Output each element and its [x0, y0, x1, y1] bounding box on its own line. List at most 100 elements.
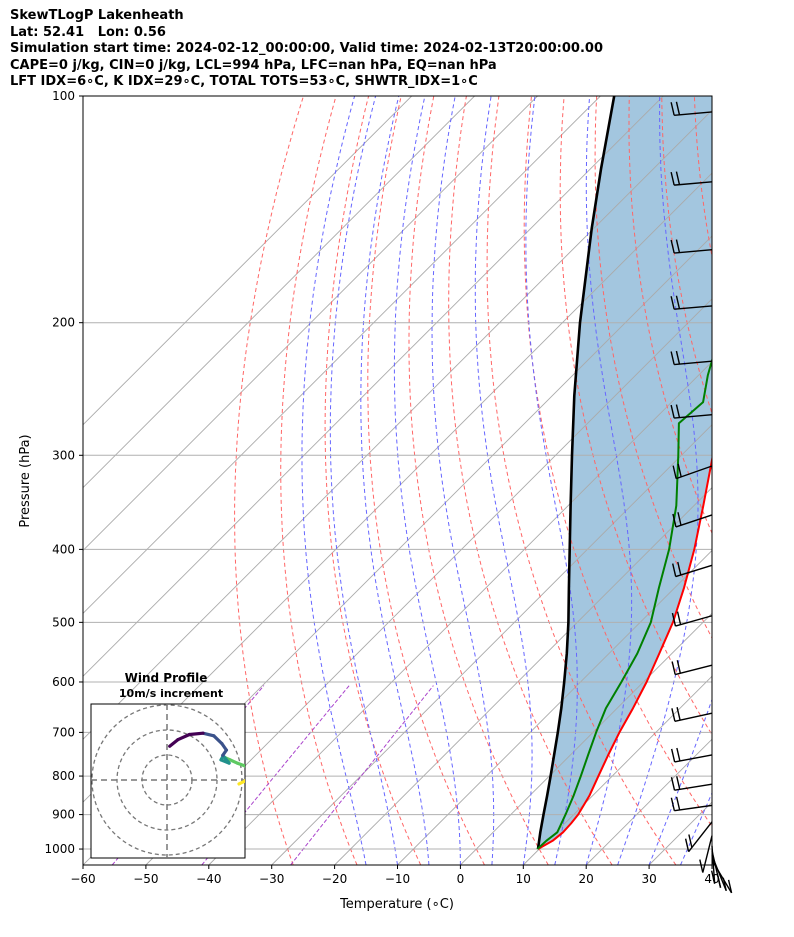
- wind-barb: [670, 776, 713, 791]
- indices-text-1: CAPE=0 j/kg, CIN=0 j/kg, LCL=994 hPa, LF…: [10, 57, 497, 73]
- wind-barb: [670, 796, 713, 812]
- wind-barb: [711, 859, 733, 894]
- dry-adiabat-line: [559, 96, 712, 736]
- hodograph-segment: [168, 738, 180, 748]
- y-tick-label: 600: [52, 675, 75, 689]
- cape-shading-layer: [538, 96, 712, 849]
- isotherm-line: [460, 612, 712, 865]
- moist-adiabat-line: [329, 96, 398, 865]
- hodograph-segment: [250, 769, 254, 774]
- hodograph-inset: Wind Profile 10m/s increment: [90, 671, 254, 859]
- moist-adiabat-line: [617, 96, 699, 865]
- dry-adiabat-line: [594, 96, 712, 640]
- x-axis-label: Temperature (∘C): [339, 897, 454, 912]
- moist-adiabat-line: [680, 791, 712, 865]
- moist-adiabat-line: [585, 96, 633, 865]
- hodograph-segment: [176, 732, 192, 742]
- isotherm-line: [775, 96, 794, 865]
- dry-adiabat-line: [234, 96, 304, 865]
- wind-barb: [670, 350, 713, 366]
- hodograph-segment: [212, 734, 224, 746]
- x-tick-label: −50: [133, 872, 158, 886]
- x-tick-label: −10: [385, 872, 410, 886]
- moist-adiabat-line: [301, 96, 367, 865]
- x-tick-label: 0: [457, 872, 465, 886]
- y-tick-label: 400: [52, 542, 75, 556]
- dry-adiabat-line: [486, 96, 677, 865]
- x-tick-label: 10: [516, 872, 531, 886]
- isotherm-line: [83, 96, 413, 426]
- hodograph-segment: [250, 774, 254, 778]
- x-tick-label: −20: [322, 872, 347, 886]
- moist-adiabat-line: [525, 96, 578, 865]
- isotherm-line: [83, 96, 601, 615]
- hodograph-subtitle: 10m/s increment: [119, 687, 223, 700]
- hodograph-segment: [187, 731, 205, 737]
- wind-barb-layer: [670, 101, 733, 894]
- hodograph-rings: [91, 704, 245, 858]
- wind-barb: [684, 821, 713, 853]
- dry-adiabat-line: [523, 96, 712, 828]
- y-axis-label: Pressure (hPa): [18, 434, 33, 527]
- y-tick-label: 500: [52, 615, 75, 629]
- wind-barb: [671, 707, 713, 722]
- dry-adiabat-line: [727, 96, 794, 865]
- location-text: Lat: 52.41 Lon: 0.56: [10, 24, 166, 40]
- moist-adiabat-line: [711, 863, 712, 865]
- x-tick-label: 20: [579, 872, 594, 886]
- x-tick-label: 40: [704, 872, 719, 886]
- wind-barb: [671, 660, 713, 676]
- moist-adiabat-line: [431, 96, 495, 865]
- isotherm-line: [83, 96, 475, 489]
- moist-adiabat-line: [360, 96, 430, 865]
- isotherm-line: [522, 675, 712, 865]
- wind-barb: [699, 835, 713, 873]
- y-tick-label: 800: [52, 769, 75, 783]
- isotherm-line: [83, 96, 664, 677]
- wind-barb: [670, 239, 713, 254]
- isotherm-line: [397, 549, 712, 865]
- dry-adiabat-line: [693, 96, 712, 259]
- x-axis-ticks: −60 −50 −40 −30 −20 −10 0 10 20 30 40: [70, 865, 720, 886]
- x-tick-label: −40: [196, 872, 221, 886]
- dry-adiabat-line: [760, 96, 794, 865]
- x-tick-label: 30: [641, 872, 656, 886]
- chart-header: SkewTLogP Lakenheath Lat: 52.41 Lon: 0.5…: [10, 8, 603, 91]
- isotherm-line: [145, 298, 712, 865]
- moist-adiabat-line: [393, 96, 461, 865]
- dry-adiabat-line: [280, 96, 358, 865]
- x-tick-label: −30: [259, 872, 284, 886]
- dry-adiabat-layer: [234, 96, 794, 865]
- hodograph-trace: [168, 731, 254, 786]
- dry-adiabat-line: [661, 96, 712, 415]
- wind-barb: [670, 747, 713, 763]
- isotherm-line: [83, 109, 712, 740]
- hodograph-title: Wind Profile: [125, 671, 208, 685]
- chart-title: SkewTLogP Lakenheath: [10, 8, 184, 23]
- dry-adiabat-line: [448, 96, 613, 865]
- dry-adiabat-line: [324, 96, 422, 865]
- isotherm-line: [334, 486, 712, 865]
- isotherm-line: [271, 424, 712, 865]
- y-tick-label: 900: [52, 808, 75, 822]
- wind-barb: [711, 850, 722, 888]
- isotherm-line: [208, 361, 712, 865]
- moist-adiabat-line: [648, 698, 712, 865]
- wind-barb: [670, 171, 713, 186]
- y-axis-ticks: 100 200 300 400 500 600 700 800 900 1000: [44, 89, 83, 856]
- x-tick-label: −60: [70, 872, 95, 886]
- wind-barb: [670, 295, 713, 310]
- hodograph-segment: [221, 753, 231, 765]
- y-tick-label: 700: [52, 725, 75, 739]
- cape-shading: [538, 96, 712, 849]
- hodograph-segment: [201, 731, 216, 738]
- y-tick-label: 300: [52, 448, 75, 462]
- wind-barb: [671, 611, 713, 627]
- y-tick-label: 200: [52, 316, 75, 330]
- time-text: Simulation start time: 2024-02-12_00:00:…: [10, 41, 603, 56]
- wind-barb: [670, 404, 713, 419]
- dry-adiabat-line: [367, 96, 485, 865]
- dry-adiabat-line: [628, 96, 712, 535]
- dry-adiabat-line: [408, 96, 549, 865]
